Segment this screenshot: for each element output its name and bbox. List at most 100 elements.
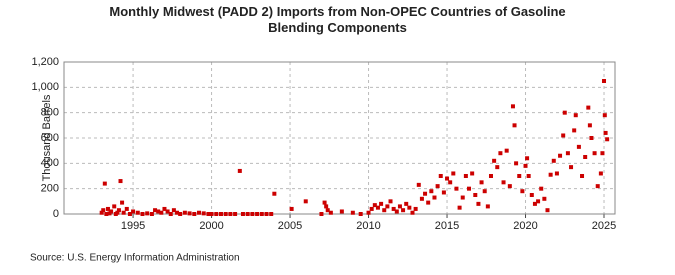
y-axis-label: Thousand Barrels (41, 94, 53, 181)
point (99, 210, 104, 215)
point (554, 171, 559, 176)
point (135, 210, 140, 215)
x-tick-label: 2020 (513, 220, 537, 232)
point (454, 186, 459, 191)
point (498, 151, 503, 156)
point (507, 184, 512, 189)
point (529, 193, 534, 197)
point (419, 196, 424, 201)
point (153, 208, 158, 213)
point (473, 193, 478, 197)
point (206, 212, 211, 216)
point (413, 206, 418, 211)
point (526, 174, 531, 178)
x-tick-label: 2005 (278, 220, 302, 232)
point (539, 186, 544, 191)
point (467, 186, 472, 191)
point (445, 176, 450, 181)
point (322, 200, 327, 205)
point (366, 210, 371, 215)
point (457, 205, 462, 210)
point (520, 189, 525, 194)
point (156, 209, 161, 214)
point (572, 128, 577, 133)
point (586, 105, 591, 110)
point (416, 182, 421, 187)
point (448, 180, 453, 185)
x-tick-label: 1995 (121, 220, 145, 232)
point (375, 205, 380, 210)
point (159, 210, 164, 215)
point (121, 210, 126, 215)
point (580, 174, 585, 178)
point (410, 210, 415, 215)
point (115, 210, 120, 215)
point (233, 212, 238, 216)
point (598, 171, 603, 176)
point (237, 168, 242, 173)
point (259, 212, 264, 216)
point (426, 200, 431, 205)
point (112, 204, 117, 209)
y-tick-label: 1,000 (31, 81, 59, 93)
point (401, 208, 406, 213)
point (463, 174, 468, 178)
point (504, 148, 509, 153)
point (109, 209, 114, 214)
point (339, 209, 344, 214)
point (595, 184, 600, 189)
y-tick-label: 600 (41, 132, 59, 144)
point (583, 155, 588, 159)
point (171, 208, 176, 213)
point (369, 206, 374, 211)
point (600, 151, 605, 156)
point (573, 113, 578, 118)
point (391, 206, 396, 211)
point (512, 123, 517, 128)
point (385, 204, 390, 209)
point (382, 208, 387, 213)
point (269, 212, 274, 216)
point (104, 212, 109, 216)
point (514, 161, 519, 166)
point (201, 211, 206, 216)
point (548, 172, 553, 177)
point (102, 181, 107, 186)
point (482, 189, 487, 194)
point (495, 165, 500, 170)
title-box: Monthly Midwest (PADD 2) Imports from No… (0, 4, 675, 36)
point (510, 104, 515, 109)
point (532, 201, 537, 206)
point (116, 208, 121, 213)
point (218, 212, 223, 216)
point (603, 130, 608, 135)
point (127, 212, 132, 216)
x-tick-label: 2000 (199, 220, 223, 232)
point (372, 203, 377, 208)
point (561, 133, 566, 138)
point (605, 137, 610, 142)
point (569, 165, 574, 170)
point (587, 123, 592, 128)
y-tick-label: 200 (41, 183, 59, 195)
chart-title: Monthly Midwest (PADD 2) Imports from No… (109, 4, 566, 35)
point (602, 79, 607, 83)
point (118, 179, 123, 184)
point (397, 204, 402, 209)
y-tick-label: 800 (41, 107, 59, 119)
point (565, 151, 570, 156)
point (460, 195, 465, 200)
point (451, 171, 456, 176)
point (264, 212, 269, 216)
point (120, 200, 125, 205)
point (223, 212, 228, 216)
point (501, 180, 506, 185)
point (429, 189, 434, 194)
point (536, 199, 541, 204)
point (101, 208, 106, 213)
point (289, 206, 294, 211)
point (388, 199, 393, 204)
point (479, 180, 484, 185)
point (407, 205, 412, 210)
